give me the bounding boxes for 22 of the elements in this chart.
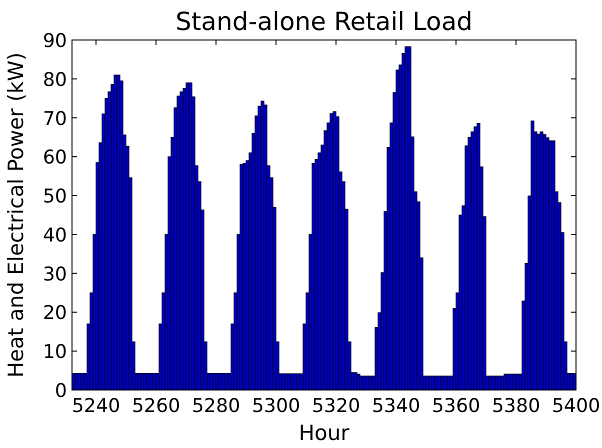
x-tick-label: 5400: [552, 395, 600, 417]
y-tick-label: 80: [42, 68, 67, 91]
y-tick-label: 70: [42, 108, 67, 130]
y-axis-title: Heat and Electrical Power (kW): [4, 52, 28, 378]
y-tick-label: 30: [42, 263, 67, 286]
y-tick-label: 90: [42, 30, 67, 52]
x-tick-label: 5360: [432, 395, 480, 417]
x-tick-label: 5320: [312, 395, 360, 417]
x-tick-label: 5380: [492, 395, 540, 417]
x-tick-label: 5300: [252, 395, 300, 417]
y-tick-label: 40: [42, 224, 67, 246]
x-tick-label: 5240: [72, 395, 120, 417]
y-tick-label: 20: [42, 302, 67, 324]
y-tick-label: 50: [42, 186, 67, 208]
y-tick-label: 0: [54, 380, 67, 402]
x-tick-label: 5280: [192, 395, 240, 417]
x-tick-label: 5340: [372, 395, 420, 417]
y-tick-label: 10: [42, 341, 67, 364]
y-tick-label: 60: [42, 146, 67, 169]
x-axis-title: Hour: [298, 421, 350, 445]
chart-title: Stand-alone Retail Load: [175, 7, 473, 36]
x-tick-label: 5260: [132, 395, 180, 417]
